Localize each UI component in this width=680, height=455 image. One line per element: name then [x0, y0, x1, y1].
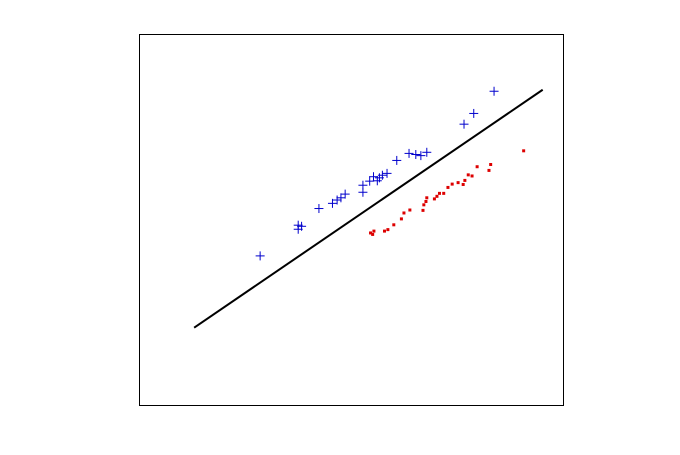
data-point-dot [432, 197, 436, 201]
data-point-dot [408, 208, 412, 212]
data-point-dot [446, 185, 450, 189]
data-point-plus [368, 172, 378, 182]
data-point-plus [365, 176, 375, 186]
data-point-plus [392, 155, 402, 165]
data-point-dot [522, 149, 526, 153]
data-point-dot [399, 217, 403, 221]
data-point-plus [422, 147, 432, 157]
data-point-plus [297, 221, 307, 231]
chart-marks [193, 86, 544, 329]
data-point-plus [377, 170, 387, 180]
data-point-dot [463, 178, 467, 182]
data-point-plus [459, 119, 469, 129]
data-point-dot [392, 223, 396, 227]
data-point-plus [314, 204, 324, 214]
data-point-dot [371, 232, 375, 236]
data-point-dot [456, 181, 460, 185]
data-point-plus [255, 251, 265, 261]
data-point-dot [386, 228, 390, 232]
data-point-dot [382, 229, 386, 233]
data-point-dot [435, 194, 439, 198]
data-point-plus [382, 168, 392, 178]
data-point-plus [358, 180, 368, 190]
data-point-plus [327, 198, 337, 208]
data-point-dot [369, 231, 373, 235]
data-point-dot [489, 163, 493, 166]
data-point-dot [424, 200, 428, 203]
data-point-dot [421, 208, 425, 212]
data-point-dot [425, 196, 429, 200]
data-point-dot [437, 191, 441, 195]
data-point-dot [422, 203, 426, 207]
data-point-plus [404, 148, 414, 158]
data-point-dot [466, 173, 470, 177]
data-point-plus [340, 189, 350, 199]
data-point-dot [442, 191, 446, 195]
data-point-dot [372, 229, 376, 233]
data-point-plus [416, 151, 426, 161]
data-point-plus [332, 195, 342, 205]
data-point-plus [336, 193, 346, 203]
data-point-plus [411, 150, 421, 160]
data-point-dot [450, 182, 454, 186]
data-point-dot [461, 182, 465, 186]
data-point-plus [489, 86, 499, 96]
data-point-dot [402, 211, 406, 215]
data-point-plus [469, 108, 479, 118]
fit-line [193, 88, 544, 329]
data-point-dot [470, 174, 474, 178]
data-point-dot [475, 165, 479, 169]
data-point-dot [487, 168, 491, 172]
